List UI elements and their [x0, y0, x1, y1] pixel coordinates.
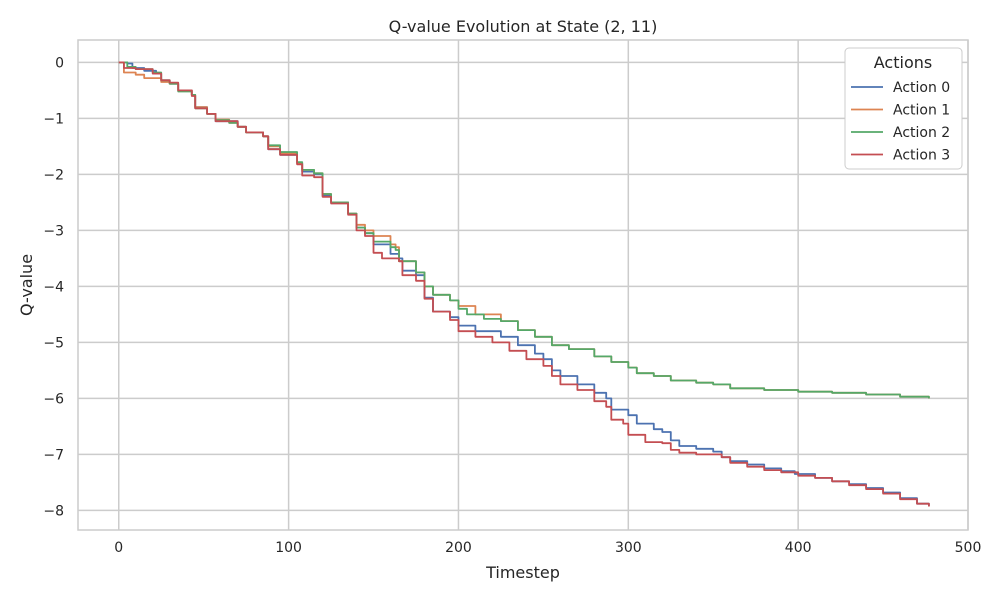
legend-title: Actions [874, 53, 932, 72]
x-tick-label: 300 [615, 540, 642, 556]
legend-label: Action 1 [893, 103, 950, 119]
legend-items: Action 0 Action 1 Action 2 Action 3 [851, 80, 950, 164]
y-tick-label: −1 [43, 111, 64, 127]
legend-box [844, 47, 963, 170]
x-tick-label: 200 [445, 540, 472, 556]
y-tick-label: 0 [55, 55, 64, 71]
series-lines [118, 61, 930, 507]
x-axis-label: Timestep [485, 563, 560, 582]
y-tick-label: −2 [43, 167, 64, 183]
plot-frame [77, 39, 969, 531]
y-axis-label: Q-value [17, 254, 36, 316]
plot-border [77, 39, 969, 531]
legend-label: Action 2 [893, 125, 950, 141]
x-tick-labels: 0 100 200 300 400 500 [114, 540, 981, 556]
series-line-action-3 [118, 61, 930, 507]
y-tick-label: −5 [43, 335, 64, 351]
legend: Actions Action 0 Action 1 Action 2 Action 3 [844, 47, 963, 170]
x-tick-label: 0 [114, 540, 123, 556]
x-tick-label: 400 [785, 540, 812, 556]
y-tick-label: −3 [43, 223, 64, 239]
y-tick-label: −4 [43, 279, 64, 295]
legend-label: Action 0 [893, 80, 950, 96]
legend-label: Action 3 [893, 148, 950, 164]
y-tick-label: −8 [43, 503, 64, 519]
chart-title: Q-value Evolution at State (2, 11) [389, 17, 658, 36]
x-tick-label: 500 [955, 540, 982, 556]
x-tick-label: 100 [275, 540, 302, 556]
y-tick-label: −7 [43, 447, 64, 463]
y-tick-label: −6 [43, 391, 64, 407]
y-tick-labels: 0 −1 −2 −3 −4 −5 −6 −7 −8 [43, 55, 64, 519]
